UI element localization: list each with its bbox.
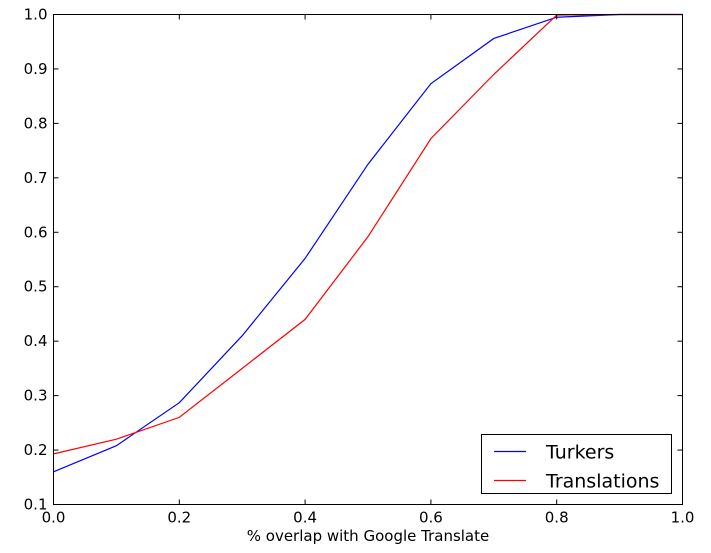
y-tick-label: 0.1: [24, 496, 48, 514]
y-tick-label: 1.0: [24, 6, 48, 24]
y-tick-label: 0.3: [24, 387, 48, 405]
y-tick-label: 0.7: [24, 169, 48, 187]
legend-box: [481, 434, 672, 494]
x-tick-label: 0.2: [167, 509, 191, 527]
y-tick-label: 0.4: [24, 332, 48, 350]
y-tick-label: 0.5: [24, 278, 48, 296]
x-tick-label: 0.6: [419, 509, 443, 527]
series-line-turkers: [53, 13, 683, 473]
ticks-layer: 0.0 0.2 0.4 0.6 0.8 1.0 0.1 0.2 0.3 0.4 0.5 0.6 0.7 0…: [24, 6, 695, 527]
x-tick-label: 0.4: [293, 509, 317, 527]
x-axis-title: % overlap with Google Translate: [247, 527, 489, 545]
legend-label-translations: Translations: [545, 471, 659, 493]
plot-area-frame: [53, 14, 683, 505]
series-line-translations: [53, 13, 683, 455]
y-tick-label: 0.2: [24, 441, 48, 459]
x-tick-label: 1.0: [671, 509, 695, 527]
series-layer: [53, 13, 683, 473]
legend: Turkers Translations: [481, 434, 672, 494]
y-tick-label: 0.9: [24, 60, 48, 78]
x-tick-label: 0.0: [42, 509, 66, 527]
y-tick-label: 0.8: [24, 114, 48, 132]
x-tick-label: 0.8: [545, 509, 569, 527]
y-tick-label: 0.6: [24, 223, 48, 241]
legend-label-turkers: Turkers: [545, 442, 614, 464]
